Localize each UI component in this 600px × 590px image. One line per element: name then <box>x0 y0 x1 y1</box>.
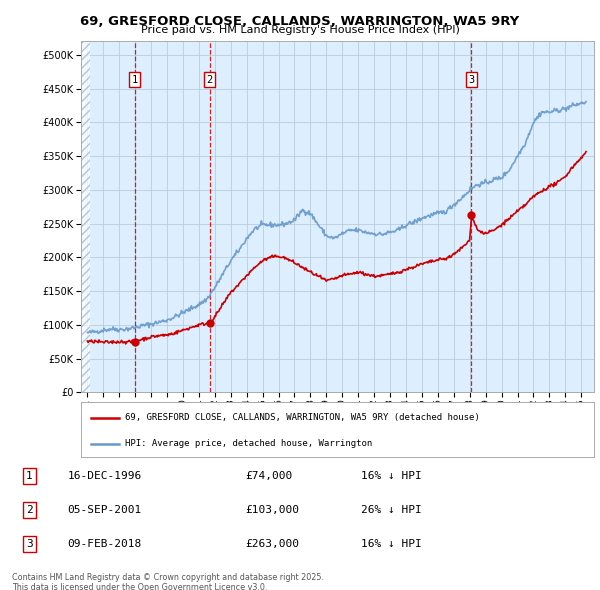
Text: 69, GRESFORD CLOSE, CALLANDS, WARRINGTON, WA5 9RY: 69, GRESFORD CLOSE, CALLANDS, WARRINGTON… <box>80 15 520 28</box>
Text: 26% ↓ HPI: 26% ↓ HPI <box>361 505 422 515</box>
Text: £74,000: £74,000 <box>245 471 292 481</box>
Text: 2: 2 <box>26 505 33 515</box>
Text: 16% ↓ HPI: 16% ↓ HPI <box>361 471 422 481</box>
Text: 05-SEP-2001: 05-SEP-2001 <box>67 505 142 515</box>
Text: Contains HM Land Registry data © Crown copyright and database right 2025.: Contains HM Land Registry data © Crown c… <box>12 573 324 582</box>
Text: Price paid vs. HM Land Registry's House Price Index (HPI): Price paid vs. HM Land Registry's House … <box>140 25 460 35</box>
Text: HPI: Average price, detached house, Warrington: HPI: Average price, detached house, Warr… <box>125 439 372 448</box>
Text: 3: 3 <box>469 75 475 85</box>
Text: 16% ↓ HPI: 16% ↓ HPI <box>361 539 422 549</box>
Text: £103,000: £103,000 <box>245 505 299 515</box>
Text: 2: 2 <box>206 75 213 85</box>
Text: £263,000: £263,000 <box>245 539 299 549</box>
Text: 3: 3 <box>26 539 33 549</box>
Text: 1: 1 <box>131 75 137 85</box>
Text: 69, GRESFORD CLOSE, CALLANDS, WARRINGTON, WA5 9RY (detached house): 69, GRESFORD CLOSE, CALLANDS, WARRINGTON… <box>125 413 479 422</box>
Text: This data is licensed under the Open Government Licence v3.0.: This data is licensed under the Open Gov… <box>12 583 268 590</box>
Text: 09-FEB-2018: 09-FEB-2018 <box>67 539 142 549</box>
Text: 1: 1 <box>26 471 33 481</box>
Text: 16-DEC-1996: 16-DEC-1996 <box>67 471 142 481</box>
